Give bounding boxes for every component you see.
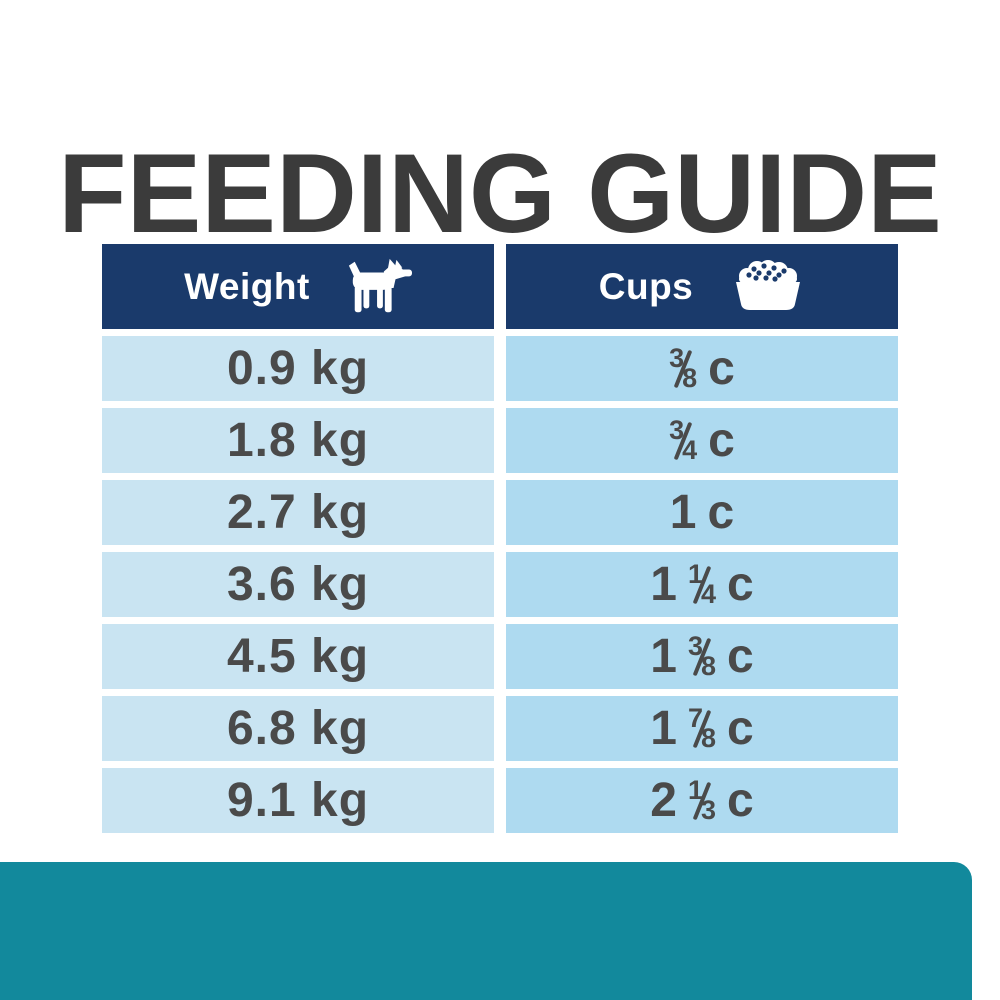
table-row: 3.6 kg 1 1 4 c: [102, 552, 898, 617]
weight-value: 3.6 kg: [226, 558, 370, 611]
cups-fraction: 7 8: [688, 705, 717, 753]
cups-whole-number: 1: [650, 557, 677, 611]
cups-cell: 3 4 c: [506, 408, 898, 473]
cups-value: 1 1 4 c: [650, 557, 754, 611]
table-row: 1.8 kg 3 4 c: [102, 408, 898, 473]
cups-value: 1 7 8 c: [650, 701, 754, 755]
cups-cell: 1 3 8 c: [506, 624, 898, 689]
fraction-numerator: 3: [669, 415, 685, 445]
table-row: 6.8 kg 1 7 8 c: [102, 696, 898, 761]
fraction-denominator: 8: [701, 723, 717, 753]
weight-cell: 3.6 kg: [102, 552, 494, 617]
fraction-numerator: 3: [669, 343, 685, 373]
cups-cell: 1 1 4 c: [506, 552, 898, 617]
cups-fraction: 1 3: [688, 777, 717, 825]
cups-unit: c: [727, 629, 754, 683]
cups-value: 3 4 c: [669, 413, 735, 467]
cups-value: 3 8 c: [669, 341, 735, 395]
table-rows: 0.9 kg 3 8 c 1.8 kg 3: [102, 336, 898, 833]
weight-cell: 4.5 kg: [102, 624, 494, 689]
weight-value: 0.9 kg: [226, 342, 370, 395]
weight-value: 4.5 kg: [226, 630, 370, 683]
feeding-guide-table: Weight Cups: [102, 244, 898, 833]
fraction-denominator: 4: [701, 579, 717, 609]
fraction-numerator: 3: [687, 631, 703, 661]
fraction-denominator: 4: [682, 435, 698, 465]
column-header-weight: Weight: [102, 244, 494, 329]
table-header-row: Weight Cups: [102, 244, 898, 329]
cups-unit: c: [707, 485, 735, 539]
fraction-denominator: 3: [701, 795, 717, 825]
fraction-numerator: 7: [687, 703, 703, 733]
table-row: 4.5 kg 1 3 8 c: [102, 624, 898, 689]
cups-whole-number: 1: [650, 701, 677, 755]
fraction-numerator: 1: [687, 559, 703, 589]
cups-column-label: Cups: [598, 265, 694, 307]
weight-cell: 0.9 kg: [102, 336, 494, 401]
table-row: 0.9 kg 3 8 c: [102, 336, 898, 401]
weight-value: 9.1 kg: [226, 774, 370, 827]
cups-fraction: 3 8: [669, 345, 698, 393]
cups-unit: c: [727, 557, 754, 611]
cups-value: 2 1 3 c: [650, 773, 754, 827]
footer-accent-bar: [0, 862, 972, 1000]
fraction-denominator: 8: [701, 651, 717, 681]
fraction-denominator: 8: [682, 363, 698, 393]
cups-cell: 1 c: [506, 480, 898, 545]
cups-unit: c: [727, 773, 754, 827]
fraction-numerator: 1: [687, 775, 703, 805]
cups-fraction: 3 4: [669, 417, 698, 465]
cups-cell: 1 7 8 c: [506, 696, 898, 761]
cups-unit: c: [708, 341, 735, 395]
cups-value: 1 c: [669, 485, 735, 539]
cups-cell: 3 8 c: [506, 336, 898, 401]
weight-value: 6.8 kg: [226, 702, 370, 755]
page-title: FEEDING GUIDE: [58, 131, 942, 257]
weight-value: 1.8 kg: [226, 414, 370, 467]
column-header-cups: Cups: [506, 244, 898, 329]
weight-cell: 9.1 kg: [102, 768, 494, 833]
weight-cell: 2.7 kg: [102, 480, 494, 545]
cups-cell: 2 1 3 c: [506, 768, 898, 833]
food-bowl-icon: [736, 259, 801, 310]
weight-column-label: Weight: [184, 265, 310, 307]
cups-whole-number: 1: [650, 629, 677, 683]
weight-cell: 6.8 kg: [102, 696, 494, 761]
cups-fraction: 1 4: [688, 561, 717, 609]
cups-unit: c: [708, 413, 735, 467]
weight-cell: 1.8 kg: [102, 408, 494, 473]
table-row: 9.1 kg 2 1 3 c: [102, 768, 898, 833]
table-row: 2.7 kg 1 c: [102, 480, 898, 545]
dog-icon: [348, 258, 412, 312]
weight-value: 2.7 kg: [226, 486, 370, 539]
cups-value: 1 3 8 c: [650, 629, 754, 683]
cups-fraction: 3 8: [688, 633, 717, 681]
cups-unit: c: [727, 701, 754, 755]
cups-whole-number: 2: [650, 773, 677, 827]
cups-whole-number: 1: [669, 485, 697, 539]
